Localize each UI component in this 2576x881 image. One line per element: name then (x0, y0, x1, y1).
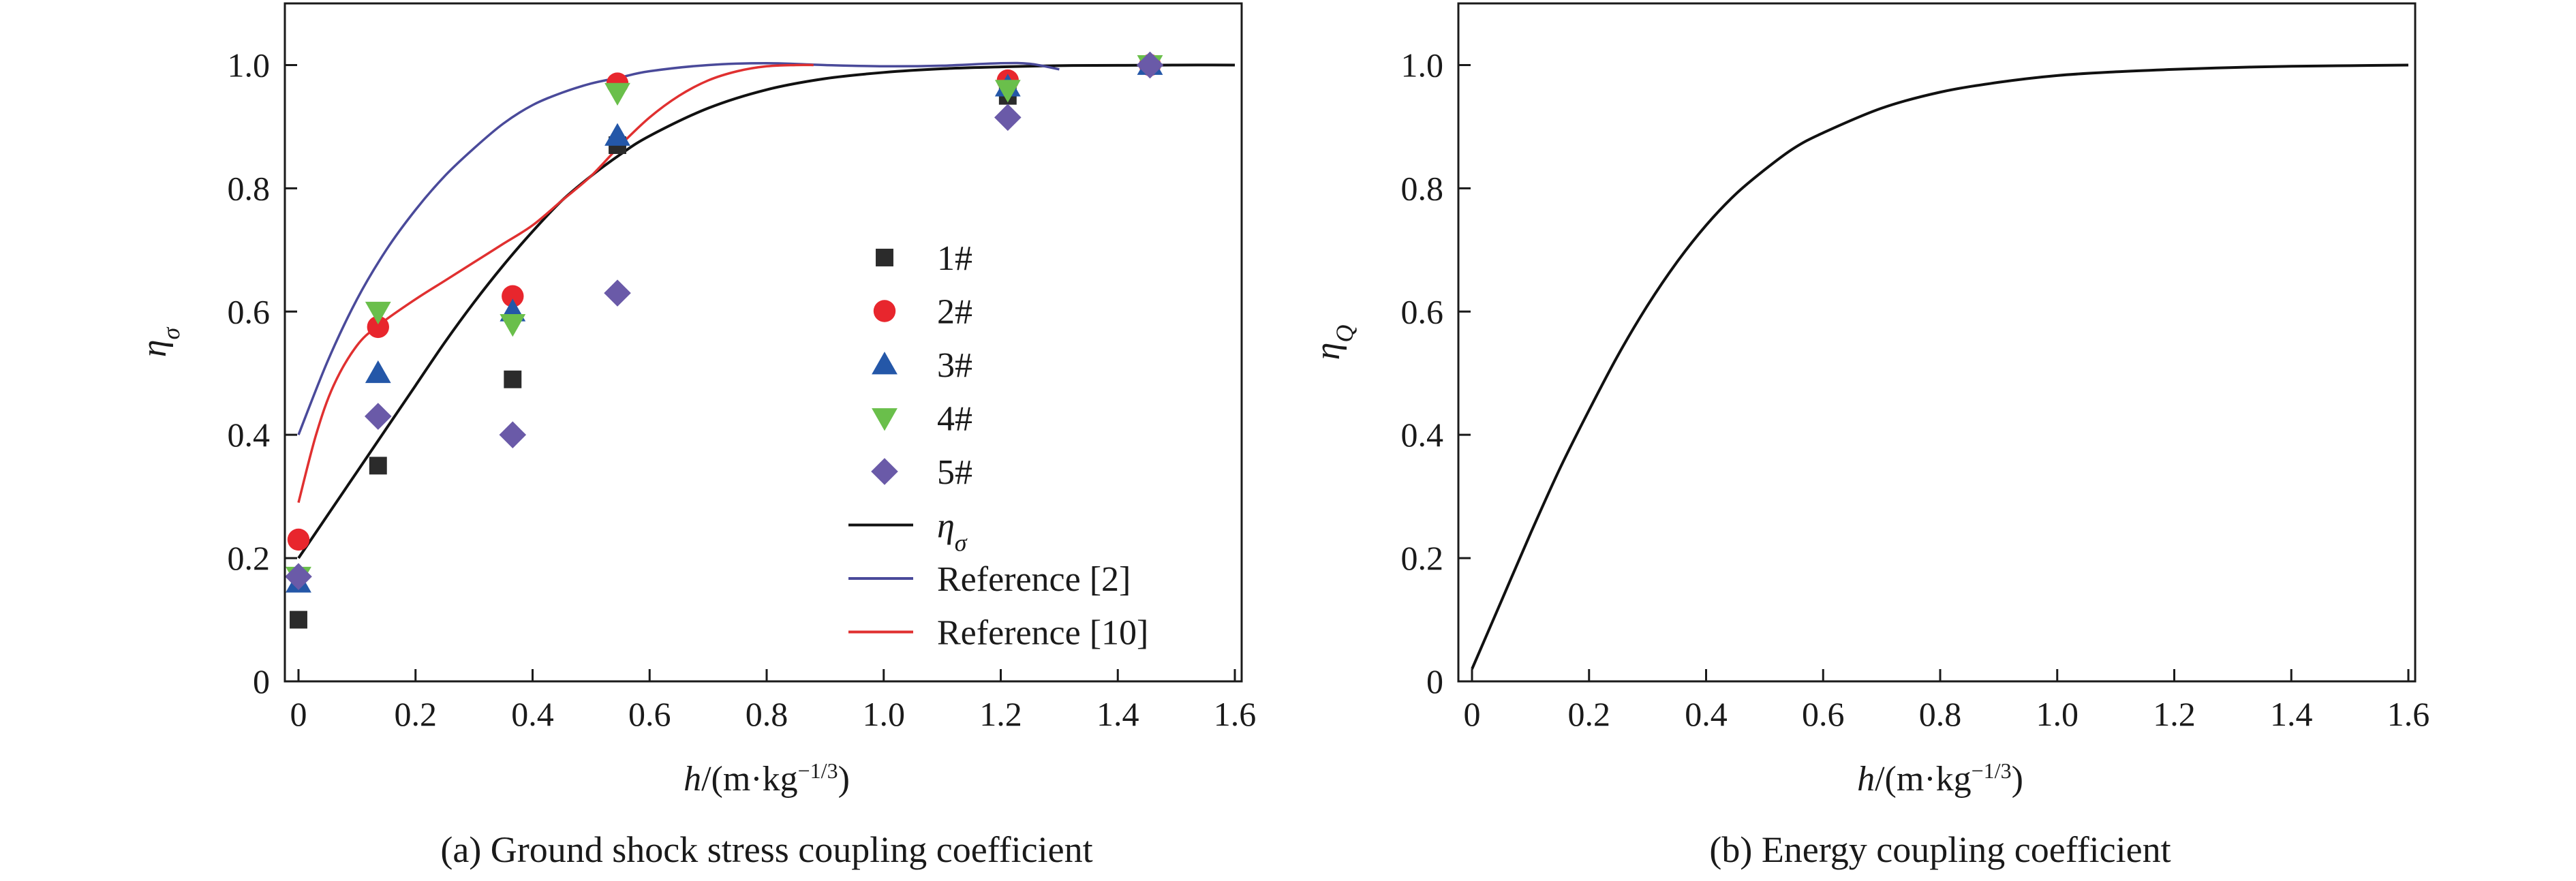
panel-b-x-axis-label: h/(m·kg−1/3) (1857, 758, 2023, 799)
data-point-series-5 (499, 421, 527, 448)
legend-label-5: 5# (937, 453, 972, 492)
panel-b-x-unit: /(m·kg (1875, 760, 1972, 799)
panel-a-fitted-lines (297, 61, 1236, 559)
x-tick-label: 1.2 (2153, 695, 2196, 733)
panel-b-caption: (b) Energy coupling coefficient (1709, 829, 2171, 870)
legend-marker-5 (871, 458, 898, 485)
x-tick-label: 0.6 (628, 695, 671, 733)
x-tick-label: 0.6 (1802, 695, 1845, 733)
data-point-series-4 (994, 80, 1021, 103)
y-tick-label: 0.8 (228, 169, 271, 207)
x-tick-label: 0.4 (1685, 695, 1728, 733)
data-point-series-5 (1136, 51, 1164, 79)
x-tick-label: 1.2 (979, 695, 1022, 733)
panel-a-x-italic: h (684, 760, 701, 799)
data-point-series-5 (285, 563, 312, 591)
x-tick-label: 0.4 (511, 695, 554, 733)
panel-b-tick-labels: 0 0.2 0.4 0.6 0.8 1.0 1.2 1.4 1.6 0 0.2 0.4 0.6 0.8 1.… (1401, 46, 2430, 733)
data-point-series-4 (500, 313, 526, 337)
y-tick-label: 0.6 (1401, 292, 1444, 330)
x-tick-label: 0.8 (746, 695, 788, 733)
data-point-series-2 (287, 528, 310, 551)
panel-a-stress-coupling: 0 0.2 0.4 0.6 0.8 1.0 1.2 1.4 1.6 0 0.2 0.4 0.6 0.8 1.… (135, 2, 1257, 870)
legend-marker-1 (876, 249, 893, 266)
x-tick-label: 0 (290, 695, 307, 733)
panel-b-tick-marks (1458, 63, 2410, 683)
panel-a-y-axis-label: ησ (135, 326, 185, 357)
legend-label-4: 4# (937, 400, 972, 439)
x-tick-label: 0 (1464, 695, 1481, 733)
panel-b-y-symbol: η (1308, 343, 1347, 360)
y-tick-label: 0.2 (1401, 539, 1444, 577)
panel-b-x-italic: h (1857, 760, 1875, 799)
legend-marker-4 (872, 408, 898, 431)
panel-a-y-symbol: η (135, 339, 174, 357)
legend-label-reference-10: Reference [10] (937, 614, 1148, 653)
panel-a-tick-marks (285, 63, 1236, 683)
data-point-series-2 (367, 315, 389, 339)
y-tick-label: 0.6 (228, 292, 271, 330)
x-tick-label: 1.0 (863, 695, 906, 733)
y-tick-label: 0.2 (228, 539, 271, 577)
panel-a-x-unit: /(m·kg (701, 760, 798, 799)
data-point-series-5 (994, 104, 1022, 132)
legend-label-2: 2# (937, 293, 972, 332)
x-tick-label: 1.0 (2036, 695, 2079, 733)
y-tick-label: 0.8 (1401, 169, 1444, 207)
series-line-1 (297, 63, 1236, 559)
x-tick-label: 0.2 (1568, 695, 1611, 733)
x-tick-label: 1.4 (2270, 695, 2313, 733)
panel-a-plot-frame (283, 2, 1243, 683)
y-tick-label: 1.0 (1401, 46, 1444, 84)
panel-b-y-subscript: Q (1331, 325, 1358, 343)
x-tick-label: 0.2 (395, 695, 438, 733)
data-point-series-4 (365, 301, 391, 325)
data-point-series-3 (365, 360, 391, 384)
data-point-series-1 (369, 457, 387, 475)
legend-label-eta-sigma: ησ (937, 507, 968, 557)
series-line-1 (1471, 63, 2409, 670)
panel-a-x-axis-label: h/(m·kg−1/3) (684, 758, 850, 799)
panel-a-x-unit-close: ) (838, 760, 850, 799)
x-tick-label: 1.6 (2387, 695, 2430, 733)
panel-a-caption: (a) Ground shock stress coupling coeffic… (440, 829, 1092, 870)
y-tick-label: 0 (253, 662, 270, 700)
panel-b-energy-coupling: 0 0.2 0.4 0.6 0.8 1.0 1.2 1.4 1.6 0 0.2 0.4 0.6 0.8 1.… (1308, 2, 2430, 870)
legend-marker-2 (873, 300, 896, 322)
series-line-2 (297, 61, 1060, 435)
panel-b-curve (1471, 63, 2409, 670)
y-tick-label: 1.0 (228, 46, 271, 84)
x-tick-label: 0.8 (1919, 695, 1962, 733)
panel-b-x-unit-close: ) (2012, 760, 2023, 799)
panel-a-legend: 1# 2# 3# 4# 5# ησ Reference [2] Referenc… (848, 239, 1148, 653)
panel-a-tick-labels: 0 0.2 0.4 0.6 0.8 1.0 1.2 1.4 1.6 0 0.2 0.4 0.6 0.8 1.… (228, 46, 1257, 733)
panel-a-data-points (285, 51, 1164, 629)
data-point-series-5 (604, 279, 631, 307)
x-tick-label: 1.6 (1214, 695, 1257, 733)
legend-label-1: 1# (937, 239, 972, 278)
legend-eta-subscript: σ (955, 529, 968, 557)
data-point-series-5 (364, 403, 392, 430)
data-point-series-1 (504, 370, 522, 388)
legend-eta-symbol: η (937, 507, 955, 546)
data-point-series-3 (604, 123, 630, 146)
data-point-series-1 (290, 610, 307, 629)
y-tick-label: 0.4 (228, 416, 271, 454)
panel-b-y-axis-label: ηQ (1308, 325, 1358, 360)
panel-b-x-unit-sup: −1/3 (1972, 758, 2012, 783)
legend-label-reference-2: Reference [2] (937, 560, 1131, 599)
panel-b-plot-frame (1457, 2, 2417, 683)
y-tick-label: 0.4 (1401, 416, 1444, 454)
data-point-series-2 (502, 285, 524, 307)
panel-a-x-unit-sup: −1/3 (798, 758, 838, 783)
legend-label-3: 3# (937, 346, 972, 385)
panel-a-y-subscript: σ (157, 326, 185, 339)
data-point-series-4 (604, 82, 630, 106)
series-line-3 (297, 63, 814, 504)
x-tick-label: 1.4 (1097, 695, 1139, 733)
y-tick-label: 0 (1426, 662, 1443, 700)
panel-a-legend-markers (848, 249, 913, 634)
legend-marker-3 (872, 352, 898, 375)
